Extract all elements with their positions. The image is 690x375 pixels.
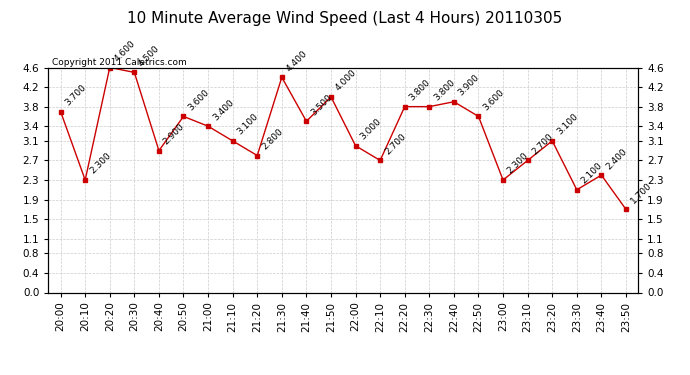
Text: 3.700: 3.700 xyxy=(63,83,88,107)
Text: 2.300: 2.300 xyxy=(506,151,531,176)
Text: 3.900: 3.900 xyxy=(457,73,482,98)
Text: 2.700: 2.700 xyxy=(531,132,555,156)
Text: 2.900: 2.900 xyxy=(161,122,186,147)
Text: 3.800: 3.800 xyxy=(408,78,432,102)
Text: 2.300: 2.300 xyxy=(88,151,112,176)
Text: 4.000: 4.000 xyxy=(334,68,358,93)
Text: 3.400: 3.400 xyxy=(211,98,235,122)
Text: 2.700: 2.700 xyxy=(383,132,408,156)
Text: 3.600: 3.600 xyxy=(481,88,506,112)
Text: 10 Minute Average Wind Speed (Last 4 Hours) 20110305: 10 Minute Average Wind Speed (Last 4 Hou… xyxy=(128,11,562,26)
Text: Copyright 2011 Caletrics.com: Copyright 2011 Caletrics.com xyxy=(52,58,186,67)
Text: 4.400: 4.400 xyxy=(284,49,309,73)
Text: 2.800: 2.800 xyxy=(260,127,284,152)
Text: 3.600: 3.600 xyxy=(186,88,211,112)
Text: 3.100: 3.100 xyxy=(235,112,260,137)
Text: 4.500: 4.500 xyxy=(137,44,161,68)
Text: 3.000: 3.000 xyxy=(358,117,383,142)
Text: 1.700: 1.700 xyxy=(629,180,653,205)
Text: 2.400: 2.400 xyxy=(604,147,629,171)
Text: 3.100: 3.100 xyxy=(555,112,580,137)
Text: 2.100: 2.100 xyxy=(580,161,604,186)
Text: 3.800: 3.800 xyxy=(432,78,457,102)
Text: 3.500: 3.500 xyxy=(309,93,334,117)
Text: 4.600: 4.600 xyxy=(112,39,137,63)
